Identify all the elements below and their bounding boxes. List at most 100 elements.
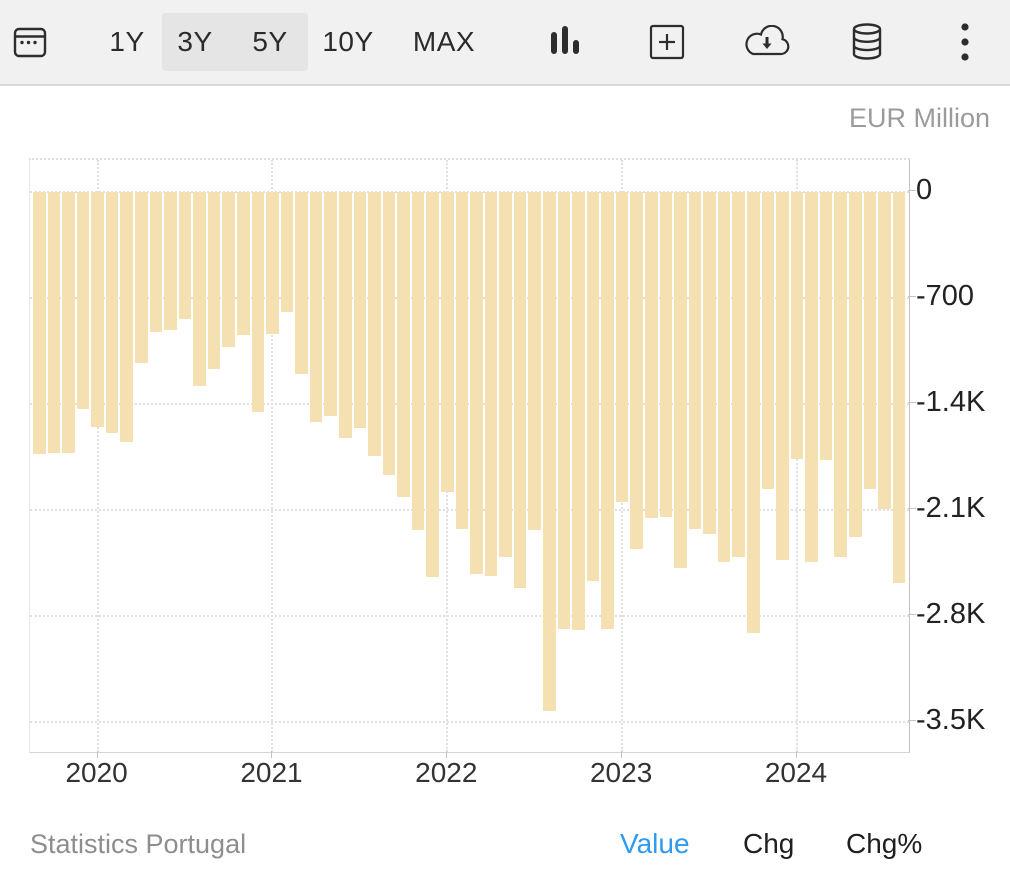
x-axis-tick — [271, 751, 273, 758]
bar-2020-01[interactable] — [91, 192, 104, 427]
bar-2020-04[interactable] — [135, 192, 148, 364]
bar-chart-plot-area — [29, 158, 910, 753]
y-axis-label: -2.1K — [916, 492, 986, 524]
year-gridline — [96, 160, 99, 752]
bar-2021-05[interactable] — [324, 192, 338, 417]
bar-2021-04[interactable] — [309, 192, 323, 423]
data-button[interactable] — [845, 0, 889, 84]
bar-chart-icon — [547, 23, 583, 61]
tab-value[interactable]: Value — [620, 828, 690, 859]
bar-2022-08[interactable] — [543, 192, 556, 711]
bar-2023-12[interactable] — [776, 192, 789, 560]
bar-2022-02[interactable] — [455, 192, 469, 529]
bar-2024-07[interactable] — [878, 192, 891, 509]
y-axis-label: -2.8K — [916, 598, 986, 630]
bar-2020-12[interactable] — [251, 192, 265, 413]
bar-2020-10[interactable] — [222, 192, 236, 347]
x-axis-year-label: 2020 — [65, 757, 128, 788]
bar-2024-03[interactable] — [819, 192, 833, 460]
h-gridline — [30, 615, 909, 617]
bar-2023-04[interactable] — [659, 192, 673, 517]
bar-2022-12[interactable] — [601, 192, 614, 629]
bar-2020-05[interactable] — [149, 192, 163, 333]
tab-chg-percent[interactable]: Chg% — [846, 828, 923, 859]
bar-2023-08[interactable] — [717, 192, 731, 563]
bar-2024-05[interactable] — [848, 192, 862, 538]
bar-2022-11[interactable] — [586, 192, 600, 582]
bar-2023-05[interactable] — [674, 192, 687, 569]
bar-2022-03[interactable] — [470, 192, 483, 574]
add-compare-icon — [648, 23, 686, 61]
selected-range-highlight — [162, 13, 308, 71]
bar-2020-06[interactable] — [164, 192, 177, 330]
bar-2021-02[interactable] — [280, 192, 294, 312]
range-button-3y[interactable]: 3Y — [170, 0, 220, 84]
bar-2021-10[interactable] — [397, 192, 410, 498]
y-axis-tick — [908, 508, 916, 509]
database-icon — [847, 21, 887, 63]
compare-button[interactable] — [646, 0, 688, 84]
calendar-icon — [12, 23, 48, 61]
bar-2022-01[interactable] — [441, 192, 454, 492]
bar-2021-08[interactable] — [368, 192, 381, 456]
bar-2023-06[interactable] — [688, 192, 702, 529]
bar-2022-07[interactable] — [528, 192, 542, 531]
bar-2022-06[interactable] — [513, 192, 527, 588]
bar-2024-08[interactable] — [892, 192, 906, 584]
bar-2021-07[interactable] — [353, 192, 367, 429]
bar-2023-03[interactable] — [644, 192, 658, 519]
range-button-1y[interactable]: 1Y — [102, 0, 152, 84]
bar-2024-02[interactable] — [805, 192, 818, 563]
bar-2022-04[interactable] — [484, 192, 498, 576]
bar-2020-09[interactable] — [207, 192, 221, 370]
h-gridline — [30, 191, 909, 193]
chart-toolbar: 1Y 3Y 5Y 10Y MAX — [0, 0, 1010, 86]
bar-2019-10[interactable] — [47, 192, 61, 453]
bar-2020-07[interactable] — [178, 192, 192, 320]
bar-2019-11[interactable] — [62, 192, 75, 453]
bar-2023-11[interactable] — [761, 192, 775, 489]
bar-2021-12[interactable] — [426, 192, 440, 577]
tab-chg[interactable]: Chg — [743, 828, 795, 859]
bar-2023-01[interactable] — [615, 192, 629, 503]
bar-2021-09[interactable] — [382, 192, 396, 476]
y-axis-label: -700 — [916, 280, 975, 312]
bar-2021-06[interactable] — [339, 192, 352, 439]
bar-2019-12[interactable] — [76, 192, 90, 409]
bar-2022-09[interactable] — [557, 192, 571, 629]
bar-2020-08[interactable] — [193, 192, 206, 386]
bar-2024-04[interactable] — [834, 192, 848, 557]
bar-2024-06[interactable] — [863, 192, 877, 489]
chart-type-button[interactable] — [545, 0, 585, 84]
bar-2021-03[interactable] — [295, 192, 308, 374]
bar-2022-10[interactable] — [572, 192, 585, 631]
bar-2021-01[interactable] — [266, 192, 279, 334]
bar-2022-05[interactable] — [499, 192, 512, 557]
bar-2020-03[interactable] — [120, 192, 134, 442]
range-button-10y[interactable]: 10Y — [314, 0, 382, 84]
y-axis-tick — [908, 402, 916, 403]
x-axis-tick — [795, 751, 797, 758]
more-options-button[interactable] — [950, 0, 980, 84]
bar-2020-02[interactable] — [105, 192, 119, 433]
h-gridline — [30, 297, 909, 299]
bar-2019-09[interactable] — [33, 192, 46, 454]
calendar-button[interactable] — [8, 0, 52, 84]
x-axis-tick — [96, 751, 98, 758]
bar-2023-07[interactable] — [703, 192, 716, 535]
year-gridline — [271, 160, 274, 752]
x-axis-tick — [446, 751, 448, 758]
range-button-5y[interactable]: 5Y — [245, 0, 295, 84]
unit-label: EUR Million — [848, 103, 990, 133]
bar-2023-02[interactable] — [630, 192, 644, 550]
bar-2020-11[interactable] — [237, 192, 250, 336]
y-axis-label: -3.5K — [916, 704, 986, 736]
bar-2021-11[interactable] — [411, 192, 425, 530]
h-gridline — [30, 509, 909, 511]
bar-2023-09[interactable] — [732, 192, 746, 557]
range-button-max[interactable]: MAX — [404, 0, 484, 84]
bar-2023-10[interactable] — [746, 192, 760, 634]
bar-2024-01[interactable] — [790, 192, 804, 459]
export-button[interactable] — [741, 0, 793, 84]
x-axis-year-label: 2024 — [764, 757, 828, 788]
